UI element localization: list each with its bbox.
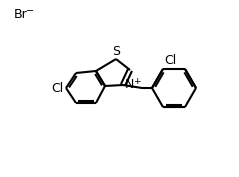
Text: −: − — [26, 6, 34, 16]
Text: S: S — [112, 45, 120, 58]
Text: N: N — [125, 79, 134, 92]
Text: Cl: Cl — [52, 81, 64, 95]
Text: Cl: Cl — [164, 54, 176, 67]
Text: Br: Br — [14, 7, 28, 21]
Text: +: + — [133, 76, 141, 85]
